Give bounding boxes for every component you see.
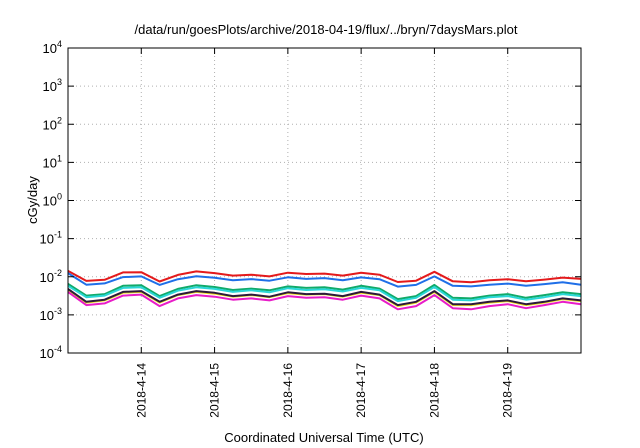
series-line-1 (67, 270, 582, 284)
y-tick-label: 102 (43, 115, 62, 132)
y-tick-label: 101 (43, 153, 62, 170)
y-tick-label: 10-3 (40, 306, 62, 323)
x-tick-label: 2018-4-19 (501, 363, 515, 418)
series-line-6 (67, 288, 582, 307)
x-axis-label: Coordinated Universal Time (UTC) (224, 430, 423, 445)
y-tick-label: 10-1 (40, 230, 62, 247)
y-tick-label: 103 (43, 77, 62, 94)
x-tick-label: 2018-4-14 (134, 363, 148, 418)
series-layer (67, 270, 582, 311)
x-tick-label: 2018-4-17 (354, 363, 368, 418)
series-line-3 (67, 283, 582, 301)
y-tick-label: 10-4 (40, 344, 62, 361)
x-tick-label: 2018-4-16 (281, 363, 295, 418)
y-tick-label: 100 (43, 192, 62, 209)
series-line-2 (67, 272, 582, 288)
y-tick-label: 10-2 (40, 268, 62, 285)
y-ticks: 10-4 10-3 10-2 10-1 100 101 102 103 104 (40, 39, 581, 361)
y-axis-label: cGy/day (25, 176, 40, 224)
series-line-4 (67, 284, 582, 303)
x-tick-label: 2018-4-15 (208, 363, 222, 418)
x-ticks: 2018-4-14 2018-4-15 2018-4-16 2018-4-17 2018… (134, 48, 515, 418)
x-tick-label: 2018-4-18 (427, 363, 441, 418)
series-line-7 (67, 291, 582, 311)
grid (68, 48, 581, 353)
y-tick-label: 104 (43, 39, 62, 56)
chart-title: /data/run/goesPlots/archive/2018-04-19/f… (135, 22, 518, 37)
